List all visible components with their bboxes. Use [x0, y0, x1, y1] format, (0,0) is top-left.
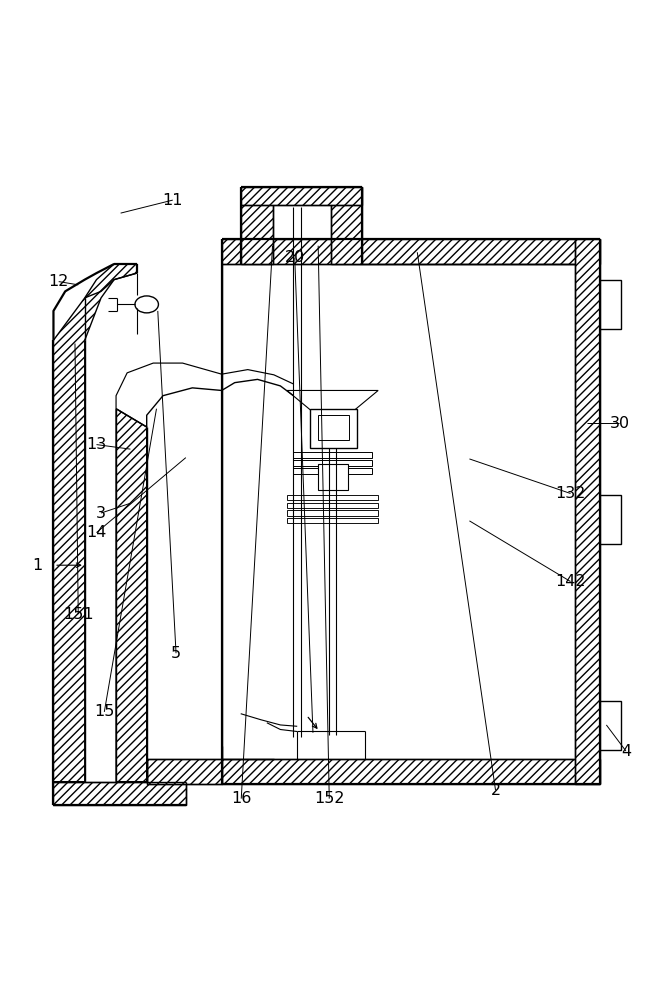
Polygon shape	[287, 390, 378, 428]
Bar	[293, 460, 372, 466]
Polygon shape	[53, 782, 186, 805]
Bar	[287, 503, 378, 508]
Text: 12: 12	[48, 274, 69, 289]
Text: 2: 2	[490, 783, 501, 798]
Ellipse shape	[135, 296, 158, 313]
Text: 4: 4	[621, 744, 631, 759]
Polygon shape	[331, 187, 362, 264]
Text: 14: 14	[86, 525, 107, 540]
Text: 5: 5	[171, 646, 181, 661]
Polygon shape	[222, 759, 600, 784]
Polygon shape	[222, 239, 600, 264]
Polygon shape	[241, 187, 362, 205]
Bar	[287, 510, 378, 516]
Polygon shape	[575, 239, 600, 784]
Text: 13: 13	[86, 437, 107, 452]
Bar	[318, 415, 349, 440]
Bar	[293, 468, 372, 474]
Bar	[600, 280, 621, 329]
Text: 20: 20	[284, 250, 305, 265]
Polygon shape	[241, 187, 273, 264]
Text: 1: 1	[33, 558, 43, 573]
Text: 142: 142	[556, 574, 585, 589]
Polygon shape	[147, 759, 222, 784]
Text: 152: 152	[314, 791, 344, 806]
Polygon shape	[116, 409, 147, 782]
Bar	[293, 452, 372, 458]
Text: 15: 15	[94, 704, 115, 719]
Bar	[318, 464, 348, 490]
Bar	[600, 701, 621, 750]
Text: 3: 3	[96, 506, 106, 521]
Text: 16: 16	[231, 791, 252, 806]
Bar	[310, 409, 357, 448]
Bar	[287, 518, 378, 523]
Text: 132: 132	[556, 486, 585, 501]
Text: 11: 11	[162, 193, 183, 208]
Bar	[287, 495, 378, 500]
Polygon shape	[53, 264, 137, 782]
Text: 151: 151	[63, 607, 93, 622]
Text: 30: 30	[610, 416, 629, 431]
Bar	[600, 495, 621, 544]
